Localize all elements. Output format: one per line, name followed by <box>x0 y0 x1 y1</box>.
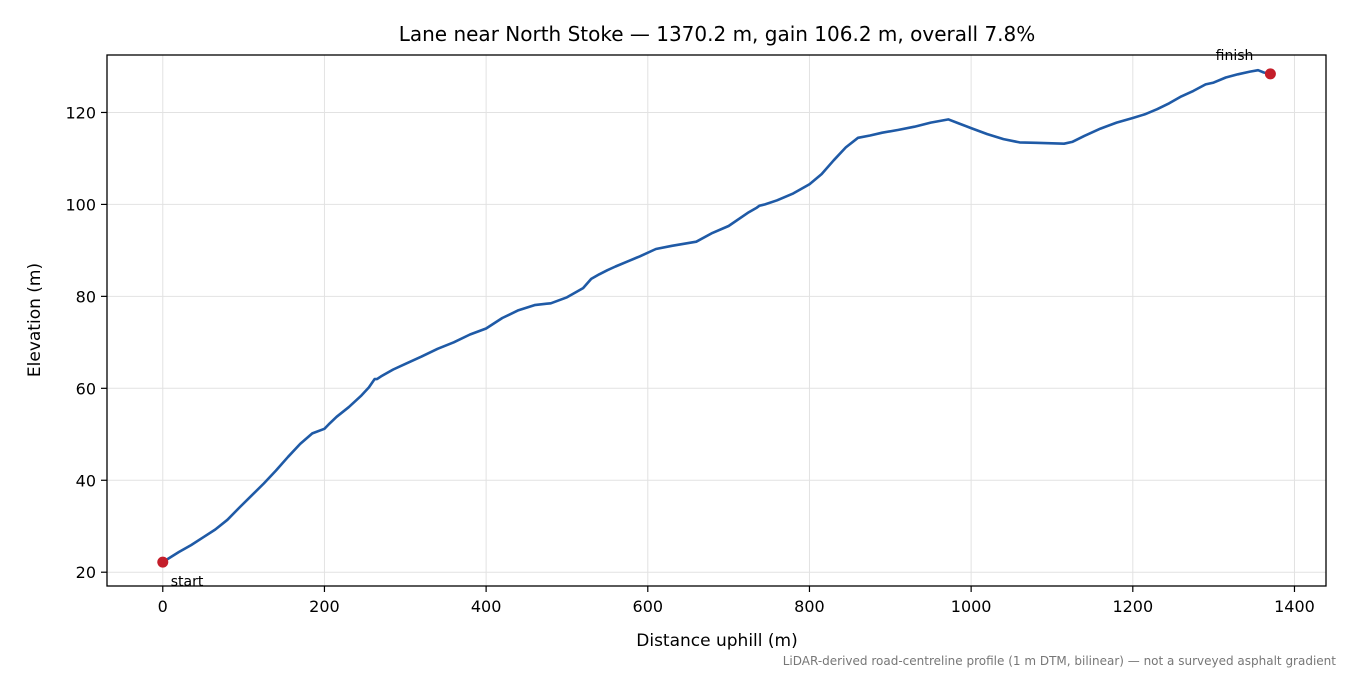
x-tick-label: 400 <box>471 597 502 616</box>
x-tick-label: 1000 <box>951 597 992 616</box>
x-tick-label: 800 <box>794 597 825 616</box>
x-tick-label: 0 <box>158 597 168 616</box>
x-tick-label: 200 <box>309 597 340 616</box>
elevation-profile-line <box>161 68 1272 564</box>
footnote: LiDAR-derived road-centreline profile (1… <box>783 654 1337 668</box>
chart-title: Lane near North Stoke — 1370.2 m, gain 1… <box>399 22 1036 46</box>
y-tick-label: 100 <box>65 195 96 214</box>
profile-line-layer <box>161 68 1272 564</box>
y-axis-ticks: 20 40 60 80 100 120 <box>65 103 107 582</box>
x-tick-label: 600 <box>633 597 664 616</box>
plot-frame <box>106 54 1327 587</box>
start-label: start <box>171 574 204 590</box>
y-tick-label: 80 <box>76 287 96 306</box>
x-tick-label: 1200 <box>1112 597 1153 616</box>
grid <box>107 55 1326 586</box>
y-axis-title: Elevation (m) <box>25 263 45 377</box>
y-tick-label: 40 <box>76 471 96 490</box>
y-tick-label: 120 <box>65 103 96 122</box>
x-axis-title: Distance uphill (m) <box>636 631 797 651</box>
finish-marker <box>1264 68 1276 80</box>
x-axis-ticks: 0 200 400 600 800 1000 1200 1400 <box>158 586 1315 616</box>
y-tick-label: 60 <box>76 379 96 398</box>
marker-layer: start finish <box>157 48 1276 590</box>
x-tick-label: 1400 <box>1274 597 1315 616</box>
y-tick-label: 20 <box>76 563 96 582</box>
finish-label: finish <box>1216 48 1254 64</box>
start-marker <box>157 556 169 568</box>
